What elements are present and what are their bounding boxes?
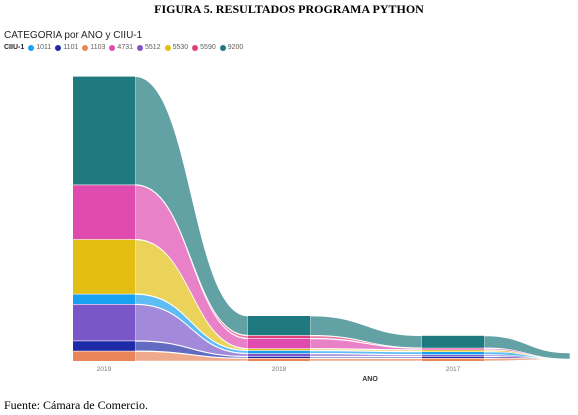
legend-item-5512[interactable]: 5512 bbox=[137, 44, 161, 51]
source-note: Fuente: Cámara de Comercio. bbox=[4, 398, 148, 412]
bar-segment-2019-1101[interactable] bbox=[73, 341, 135, 351]
bar-segment-2019-5512[interactable] bbox=[73, 304, 135, 341]
legend-swatch bbox=[192, 44, 199, 51]
bar-segment-2018-1101[interactable] bbox=[248, 356, 310, 358]
bar-segment-2017-1103[interactable] bbox=[422, 358, 484, 361]
legend-swatch bbox=[109, 44, 116, 51]
x-axis-label: ANO bbox=[362, 376, 378, 383]
legend-item-4731[interactable]: 4731 bbox=[109, 44, 133, 51]
legend: CIIU-1 1011 1101 1103 4731 5512 5530 5590 9200 bbox=[4, 44, 247, 51]
bar-segment-2018-5530[interactable] bbox=[248, 349, 310, 351]
ribbon-9200-tail[interactable] bbox=[483, 335, 571, 360]
bar-segment-2019-1011[interactable] bbox=[73, 294, 135, 304]
bar-segment-2019-9200[interactable] bbox=[73, 76, 135, 185]
legend-label: 5590 bbox=[200, 44, 216, 51]
legend-swatch bbox=[82, 44, 89, 51]
x-tick-label: 2018 bbox=[272, 366, 287, 373]
bar-segment-2019-1103[interactable] bbox=[73, 351, 135, 361]
legend-label: 5512 bbox=[145, 44, 161, 51]
bar-segment-2018-9200[interactable] bbox=[248, 316, 310, 336]
bar-segment-2018-4731[interactable] bbox=[248, 338, 310, 349]
chart-title: CATEGORIA por ANO y CIIU-1 bbox=[4, 30, 143, 41]
bar-segment-2017-9200[interactable] bbox=[422, 335, 484, 348]
bar-segment-2019-5530[interactable] bbox=[73, 239, 135, 294]
legend-item-5590[interactable]: 5590 bbox=[192, 44, 216, 51]
bar-segment-2018-5512[interactable] bbox=[248, 353, 310, 357]
bar-segment-2019-4731[interactable] bbox=[73, 185, 135, 240]
bars bbox=[73, 76, 484, 361]
legend-label: 1101 bbox=[63, 44, 79, 51]
legend-swatch bbox=[55, 44, 62, 51]
legend-label: 9200 bbox=[227, 44, 244, 51]
x-tick-label: 2019 bbox=[97, 366, 112, 373]
bar-segment-2018-1103[interactable] bbox=[248, 358, 310, 361]
legend-title: CIIU-1 bbox=[4, 44, 25, 51]
bar-segment-2017-5530[interactable] bbox=[422, 350, 484, 352]
legend-swatch bbox=[219, 44, 226, 51]
legend-swatch bbox=[164, 44, 171, 51]
legend-items: 1011 1101 1103 4731 5512 5530 5590 9200 bbox=[28, 44, 247, 51]
legend-label: 1103 bbox=[90, 44, 106, 51]
ribbon-1103-2018-2017[interactable] bbox=[309, 358, 423, 362]
legend-item-1103[interactable]: 1103 bbox=[82, 44, 105, 51]
legend-label: 1011 bbox=[36, 44, 52, 51]
legend-label: 4731 bbox=[117, 44, 133, 51]
bar-segment-2017-1011[interactable] bbox=[422, 352, 484, 355]
figure-caption: FIGURA 5. RESULTADOS PROGRAMA PYTHON bbox=[154, 2, 424, 16]
bar-segment-2017-4731[interactable] bbox=[422, 348, 484, 350]
legend-swatch bbox=[28, 44, 35, 51]
legend-item-1011[interactable]: 1011 bbox=[28, 44, 51, 51]
legend-item-5530[interactable]: 5530 bbox=[164, 44, 189, 51]
bar-segment-2017-5512[interactable] bbox=[422, 355, 484, 357]
bar-segment-2018-5590[interactable] bbox=[248, 335, 310, 339]
ribbons bbox=[134, 76, 571, 362]
legend-swatch bbox=[137, 44, 143, 51]
legend-item-9200[interactable]: 9200 bbox=[219, 44, 244, 51]
legend-label: 5530 bbox=[172, 44, 189, 51]
bar-segment-2017-1101[interactable] bbox=[422, 356, 484, 358]
legend-item-1101[interactable]: 1101 bbox=[55, 44, 78, 51]
ribbon-1101-2018-2017[interactable] bbox=[309, 356, 423, 359]
x-tick-label: 2017 bbox=[446, 366, 461, 373]
bar-segment-2018-1011[interactable] bbox=[248, 350, 310, 354]
